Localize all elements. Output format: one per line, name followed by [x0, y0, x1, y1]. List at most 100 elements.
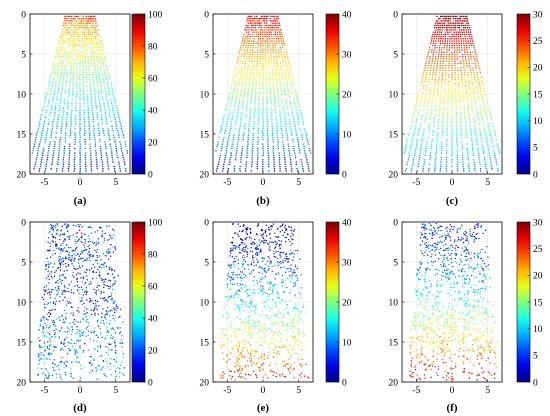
data-point	[480, 132, 482, 134]
data-point	[68, 152, 71, 154]
data-point	[66, 114, 69, 116]
data-point	[59, 356, 62, 359]
data-point	[260, 26, 262, 29]
data-point	[282, 82, 285, 85]
data-point	[286, 107, 289, 109]
data-point	[459, 98, 461, 101]
data-point	[94, 307, 96, 309]
data-point	[249, 111, 252, 114]
data-point	[126, 150, 129, 152]
data-point	[451, 38, 453, 40]
data-point	[455, 125, 458, 127]
data-point	[276, 58, 278, 60]
data-point	[68, 87, 71, 89]
data-point	[52, 308, 54, 311]
data-point	[418, 89, 421, 92]
data-point	[109, 319, 112, 322]
data-point	[61, 116, 64, 118]
data-point	[52, 235, 54, 238]
data-point	[289, 159, 292, 161]
data-point	[79, 62, 81, 65]
data-point	[53, 73, 56, 76]
data-point	[424, 64, 427, 67]
data-point	[248, 26, 250, 29]
data-point	[105, 351, 108, 354]
data-point	[431, 76, 434, 78]
data-point	[417, 134, 420, 136]
data-point	[256, 29, 258, 31]
data-point	[64, 316, 67, 318]
data-point	[438, 47, 441, 49]
data-point	[104, 114, 107, 116]
data-point	[84, 53, 87, 56]
data-point	[467, 58, 470, 60]
data-point	[441, 136, 443, 139]
data-point	[234, 103, 237, 105]
data-point	[440, 85, 443, 87]
data-point	[465, 127, 467, 130]
data-point	[284, 73, 287, 76]
data-point	[494, 156, 496, 159]
data-point	[247, 134, 250, 136]
data-point	[85, 78, 88, 80]
data-point	[472, 42, 474, 45]
data-point	[458, 17, 460, 20]
data-point	[264, 60, 267, 62]
x-tick-label: -5	[40, 386, 48, 396]
data-point	[117, 327, 119, 329]
data-point	[76, 277, 79, 280]
data-point	[68, 154, 70, 157]
data-point	[234, 85, 236, 87]
data-point	[100, 85, 102, 87]
data-point	[272, 150, 274, 152]
data-point	[420, 143, 423, 145]
data-point	[65, 89, 67, 92]
data-point	[70, 367, 72, 369]
data-point	[64, 60, 67, 62]
data-point	[73, 260, 75, 262]
data-point	[439, 31, 441, 33]
data-point	[265, 71, 267, 74]
data-point	[268, 29, 270, 31]
data-point	[440, 53, 443, 56]
data-point	[271, 71, 274, 74]
data-point	[52, 301, 55, 303]
data-point	[106, 123, 108, 125]
data-point	[60, 40, 63, 42]
data-point	[306, 376, 309, 378]
data-point	[68, 256, 70, 259]
data-point	[55, 80, 57, 83]
data-point	[69, 71, 72, 74]
data-point	[436, 67, 438, 69]
data-point	[121, 152, 124, 154]
data-point	[83, 125, 86, 127]
data-point	[110, 334, 113, 337]
data-point	[236, 143, 239, 145]
data-point	[271, 38, 273, 40]
data-point	[230, 87, 232, 89]
data-point	[59, 361, 62, 363]
data-point	[107, 163, 109, 165]
data-point	[75, 91, 78, 94]
data-point	[115, 375, 117, 378]
data-point	[429, 71, 432, 74]
data-point	[83, 111, 86, 114]
data-point	[257, 123, 259, 125]
data-point	[420, 98, 423, 101]
data-point	[81, 53, 84, 56]
data-point	[97, 378, 99, 380]
data-point	[432, 73, 434, 76]
data-point	[84, 342, 86, 345]
data-point	[434, 22, 437, 24]
data-point	[453, 49, 456, 51]
data-point	[94, 299, 97, 302]
data-point	[455, 111, 458, 114]
data-point	[424, 80, 427, 83]
data-point	[438, 114, 440, 116]
data-point	[418, 109, 420, 112]
data-point	[456, 15, 458, 18]
data-point	[409, 127, 411, 130]
data-point	[66, 31, 69, 33]
data-point	[462, 60, 465, 62]
data-point	[273, 40, 276, 42]
